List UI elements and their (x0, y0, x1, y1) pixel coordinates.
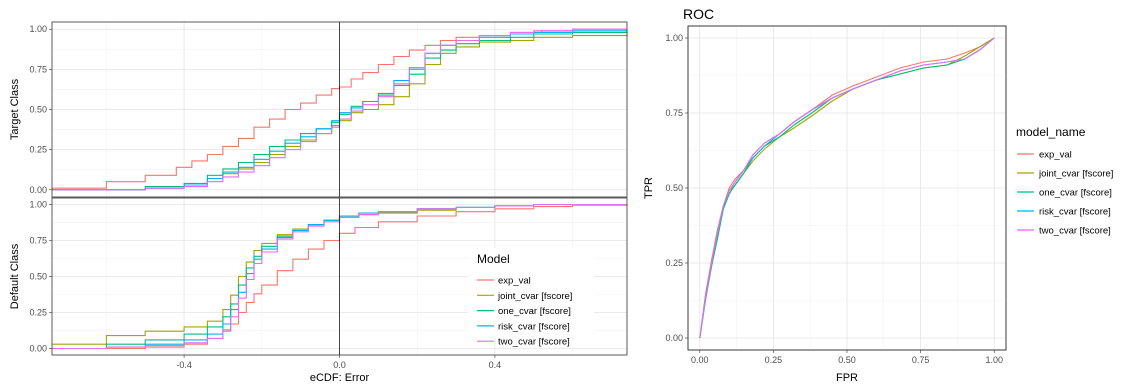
x-tick-label: 0.00 (691, 355, 709, 365)
ecdf-x-ticks: -0.4 0.0 0.4 (176, 355, 501, 370)
ecdf-legend-title: Model (477, 252, 510, 266)
roc-chart: ROC 0.00 0.25 0.50 0.75 1.00 0.00 0.25 0.50 0.7… (643, 6, 1113, 384)
roc-x-ticks: 0.00 0.25 0.50 0.75 1.00 (691, 350, 1003, 365)
y-tick-label: 0.75 (665, 108, 683, 118)
y-tick-label: 0.25 (29, 308, 47, 318)
roc-line-two-cvar (699, 37, 995, 339)
y-tick-label: 0.75 (29, 64, 47, 74)
ecdf-line-bottom-two-cvar (52, 203, 627, 350)
y-tick-label: 0.50 (29, 105, 47, 115)
facet-top-y-ticks: 0.00 0.25 0.50 0.75 1.00 (29, 24, 52, 195)
ecdf-line-top-exp-val (52, 28, 627, 189)
roc-title: ROC (683, 6, 714, 22)
legend-item-label: joint_cvar [fscore] (497, 291, 572, 302)
ecdf-legend-background (468, 248, 594, 338)
ecdf-chart: 0.000.250.500.751.00 Target Class 0.000.… (9, 21, 628, 384)
legend-item-label: one_cvar [fscore] (498, 306, 571, 317)
legend-item-label: risk_cvar [fscore] (498, 321, 570, 332)
roc-line-one-cvar (699, 37, 995, 339)
legend-item-label: two_cvar [fscore] (498, 337, 570, 348)
roc-grid (688, 26, 1006, 350)
x-tick-label: 0.25 (765, 355, 783, 365)
y-tick-label: 0.50 (665, 183, 683, 193)
roc-x-axis-label: FPR (836, 372, 858, 384)
roc-legend-items: exp_val joint_cvar [fscore] one_cvar [fsco… (1017, 150, 1113, 237)
ecdf-line-top-two-cvar (52, 28, 627, 191)
legend-item-label: two_cvar [fscore] (1039, 226, 1111, 237)
y-tick-label: 0.00 (665, 333, 683, 343)
legend-item-label: risk_cvar [fscore] (1039, 207, 1111, 218)
roc-legend-title: model_name (1016, 125, 1086, 139)
roc-y-axis-label: TPR (643, 177, 655, 199)
roc-legend: model_name exp_val joint_cvar [fscore] one… (1016, 125, 1113, 237)
y-tick-label: 1.00 (29, 199, 47, 209)
y-tick-label: 0.25 (665, 258, 683, 268)
facet-bottom-series (52, 203, 628, 350)
y-tick-label: 0.25 (29, 145, 47, 155)
legend-item-label: exp_val (1039, 150, 1072, 161)
legend-item-label: one_cvar [fscore] (1039, 188, 1112, 199)
x-tick-label: 0.0 (333, 360, 346, 370)
x-tick-label: 1.00 (985, 355, 1003, 365)
x-tick-label: 0.75 (912, 355, 930, 365)
facet-label-target-class: Target Class (9, 78, 21, 140)
y-tick-label: 0.50 (29, 272, 47, 282)
legend-item-label: exp_val (498, 276, 531, 287)
roc-y-ticks: 0.00 0.25 0.50 0.75 1.00 (665, 33, 688, 343)
y-tick-label: 0.00 (29, 185, 47, 195)
facet-bottom-y-ticks: 0.00 0.25 0.50 0.75 1.00 (29, 199, 52, 354)
y-tick-label: 1.00 (665, 33, 683, 43)
y-tick-label: 0.00 (29, 344, 47, 354)
ecdf-x-axis-label: eCDF: Error (310, 372, 370, 384)
facet-top-series (52, 28, 628, 191)
x-tick-label: -0.4 (176, 360, 192, 370)
x-tick-label: 0.50 (838, 355, 856, 365)
facet-top-panel: 0.00 0.25 0.50 0.75 1.00 Target Class (9, 21, 628, 198)
facet-label-default-class: Default Class (9, 243, 21, 309)
x-tick-label: 0.4 (489, 360, 502, 370)
y-tick-label: 0.75 (29, 235, 47, 245)
ecdf-legend: Model exp_val joint_cvar [fscore] one_cvar… (468, 248, 594, 348)
ecdf-legend-items: exp_val joint_cvar [fscore] one_cvar [fsco… (477, 276, 572, 348)
legend-item-label: joint_cvar [fscore] (1038, 169, 1113, 180)
y-tick-label: 1.00 (29, 24, 47, 34)
